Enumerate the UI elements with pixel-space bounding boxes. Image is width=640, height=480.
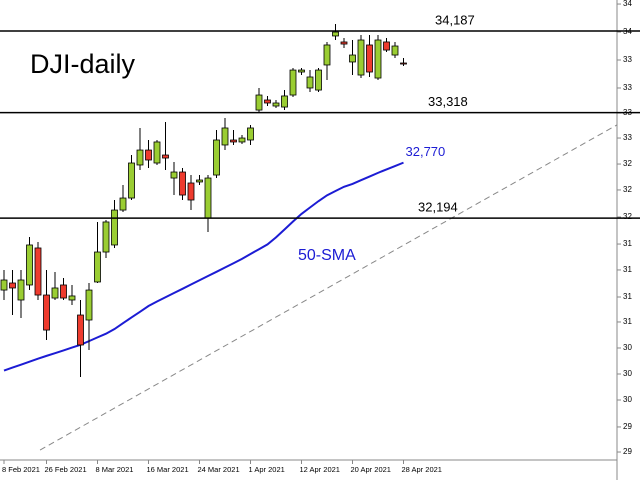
y-tick-label: 33 (623, 133, 632, 142)
trendline (39, 124, 617, 451)
candle-body (204, 177, 212, 219)
candle-body (9, 282, 16, 289)
candle-body (145, 149, 152, 161)
y-tick-label: 32 (623, 212, 632, 221)
level-label: 33,318 (428, 94, 468, 109)
level-label: 32,194 (418, 200, 458, 215)
candle-body (128, 162, 135, 199)
y-tick-label: 33 (623, 83, 632, 92)
candle-body (111, 209, 118, 246)
y-tick-label: 29 (623, 447, 632, 456)
candle-body (102, 221, 110, 253)
candle-body (247, 127, 254, 141)
x-tick-label: 1 Apr 2021 (249, 465, 285, 474)
candle-body (85, 289, 93, 321)
y-tick-label: 29 (623, 422, 632, 431)
candle-body (187, 182, 195, 201)
x-tick-label: 28 Apr 2021 (402, 465, 442, 474)
x-tick-label: 24 Mar 2021 (198, 465, 240, 474)
plot-area (0, 24, 617, 451)
y-tick-label: 30 (623, 369, 632, 378)
candle-body (34, 247, 42, 296)
candle-body (136, 149, 144, 166)
candle-body (264, 99, 271, 104)
candle-body (357, 39, 365, 76)
candle-body (60, 284, 67, 299)
candle-body (221, 127, 229, 146)
y-tick-label: 30 (623, 395, 632, 404)
candle-body (213, 139, 220, 176)
candle-body (170, 171, 178, 179)
candle-body (281, 95, 288, 108)
candle-body (51, 287, 59, 299)
sma-value-label: 32,770 (406, 144, 446, 159)
candle-body (366, 44, 373, 73)
candle-body (0, 279, 8, 291)
candle-body (26, 244, 33, 286)
candle-body (77, 314, 84, 346)
candle-body (230, 139, 237, 143)
candle-body (289, 69, 297, 96)
y-tick-label: 30 (623, 343, 632, 352)
x-tick-label: 12 Apr 2021 (300, 465, 340, 474)
y-tick-label: 32 (623, 185, 632, 194)
sma-line (3, 161, 404, 372)
y-tick-label: 33 (623, 55, 632, 64)
candle-body (306, 76, 314, 89)
y-tick-label: 32 (623, 159, 632, 168)
candle-body (272, 102, 280, 107)
candle-body (298, 69, 305, 73)
candle-body (383, 41, 390, 51)
candle-body (119, 197, 127, 211)
x-tick-label: 20 Apr 2021 (351, 465, 391, 474)
y-tick-label: 31 (623, 239, 632, 248)
candle-body (179, 171, 186, 196)
candle-body (196, 179, 203, 183)
candle-body (374, 39, 382, 79)
candle-body (332, 31, 339, 37)
y-tick-label: 34 (623, 0, 632, 8)
candle-body (68, 295, 76, 301)
x-tick-label: 8 Mar 2021 (96, 465, 134, 474)
candle-body (238, 137, 246, 143)
candle-body (323, 44, 331, 66)
candle-body (255, 94, 263, 111)
candle-body (340, 41, 348, 45)
x-tick-label: 26 Feb 2021 (45, 465, 87, 474)
y-tick-label: 31 (623, 317, 632, 326)
candle-body (153, 141, 161, 164)
candle-body (400, 62, 407, 65)
sma-name: 50-SMA (298, 247, 356, 264)
y-tick-label: 31 (623, 292, 632, 301)
level-label: 34,187 (435, 12, 475, 27)
y-tick-label: 31 (623, 265, 632, 274)
candle-body (162, 154, 169, 159)
candle-body (315, 69, 322, 91)
chart-title: DJI-daily (30, 49, 136, 79)
candle-body (43, 294, 50, 331)
candle-body (94, 251, 101, 283)
candle-body (391, 45, 399, 56)
candle-body (349, 54, 356, 63)
x-tick-label: 16 Mar 2021 (147, 465, 189, 474)
x-tick-label: 8 Feb 2021 (2, 465, 40, 474)
candle-body (17, 279, 25, 301)
